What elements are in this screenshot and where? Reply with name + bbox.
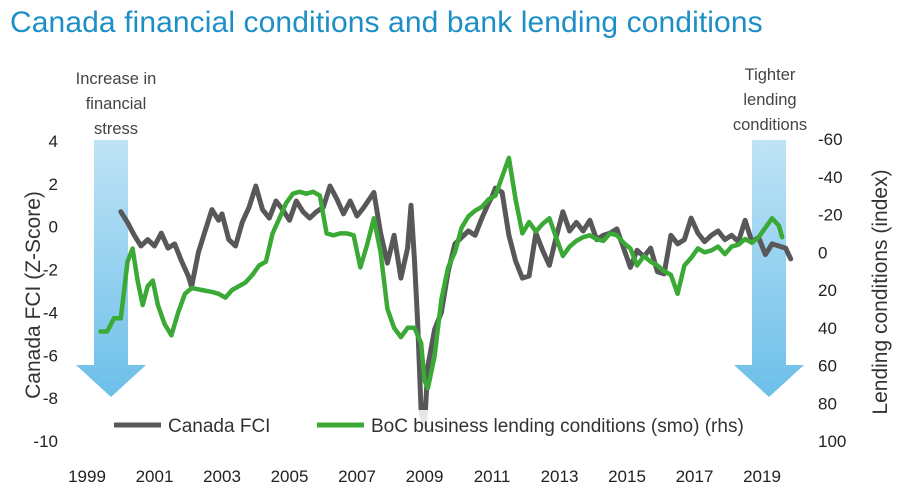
y-tick-label: -10 xyxy=(33,432,58,451)
x-tick-label: 2009 xyxy=(406,467,444,486)
y-axis-ticks: 4 2 0 -2 -4 -6 -8 -10 xyxy=(33,132,58,451)
x-tick-label: 2019 xyxy=(743,467,781,486)
y-axis-title: Canada FCI (Z-Score) xyxy=(22,191,45,399)
x-tick-label: 2003 xyxy=(203,467,241,486)
y-tick-label: -6 xyxy=(43,346,58,365)
y-tick-label: -8 xyxy=(43,389,58,408)
legend-label-boc-lending: BoC business lending conditions (smo) (r… xyxy=(371,416,744,437)
chart-title: Canada financial conditions and bank len… xyxy=(10,6,763,39)
y-tick-label: 2 xyxy=(49,175,58,194)
y2-tick-label: 20 xyxy=(818,281,837,300)
y2-axis-ticks: -60 -40 -20 0 20 40 60 80 100 xyxy=(818,130,846,451)
y2-axis-title: Lending conditions (index) xyxy=(869,169,892,414)
right-annotation-line: Tighter xyxy=(745,66,796,84)
y2-tick-label: 0 xyxy=(818,243,827,262)
y2-tick-label: 40 xyxy=(818,319,837,338)
x-tick-label: 2011 xyxy=(474,467,511,486)
right-annotation: Tighter lending conditions xyxy=(733,66,807,134)
y2-tick-label: -40 xyxy=(818,168,843,187)
x-tick-label: 2007 xyxy=(338,467,376,486)
x-tick-label: 2013 xyxy=(541,467,579,486)
left-annotation-line: stress xyxy=(94,120,138,138)
x-tick-label: 2015 xyxy=(608,467,646,486)
series-line-boc-lending xyxy=(98,155,785,391)
y-tick-label: 4 xyxy=(49,132,58,151)
legend: Canada FCI BoC business lending conditio… xyxy=(108,410,744,440)
y-tick-label: -4 xyxy=(43,303,58,322)
x-tick-label: 2001 xyxy=(136,467,174,486)
left-annotation-line: Increase in xyxy=(76,70,157,88)
legend-label-canada-fci: Canada FCI xyxy=(168,416,270,437)
y-tick-label: 0 xyxy=(49,218,58,237)
left-annotation: Increase in financial stress xyxy=(76,70,157,138)
left-stress-arrow xyxy=(76,140,146,397)
x-tick-label: 2017 xyxy=(676,467,714,486)
right-tighter-arrow xyxy=(734,140,804,397)
x-tick-label: 1999 xyxy=(68,467,106,486)
y-tick-label: -2 xyxy=(43,261,58,280)
y2-tick-label: 60 xyxy=(818,357,837,376)
y2-tick-label: -60 xyxy=(818,130,843,149)
left-annotation-line: financial xyxy=(86,95,147,113)
x-tick-label: 2005 xyxy=(271,467,309,486)
y2-tick-label: -20 xyxy=(818,206,843,225)
right-annotation-line: conditions xyxy=(733,116,807,134)
series-line-canada-fci xyxy=(118,183,794,429)
y2-tick-label: 80 xyxy=(818,394,837,413)
y2-tick-label: 100 xyxy=(818,432,846,451)
right-annotation-line: lending xyxy=(743,91,796,109)
legend-background xyxy=(108,410,708,440)
x-axis-ticks: 1999 2001 2003 2005 2007 2009 2011 2013 2015 2017… xyxy=(68,467,781,486)
